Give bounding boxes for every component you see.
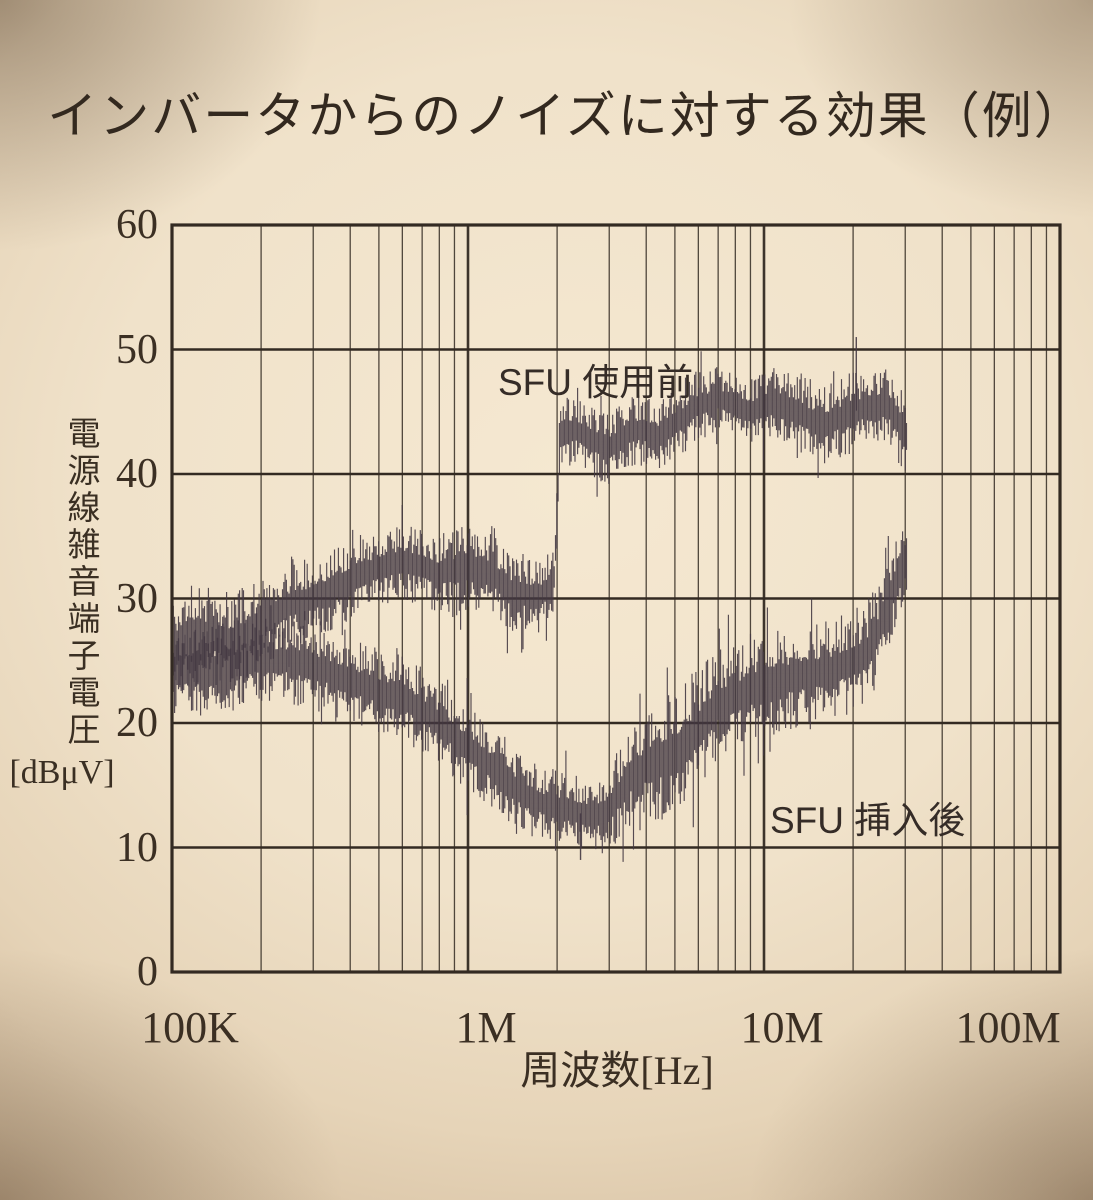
y-tick-50: 50: [116, 326, 158, 373]
y-tick-40: 40: [116, 451, 158, 497]
y-tick-30: 30: [116, 575, 158, 622]
y-tick-60: 60: [116, 202, 158, 248]
y-tick-0: 0: [137, 949, 158, 995]
y-axis-unit: [dBμV]: [9, 754, 115, 791]
x-tick-100M: 100M: [955, 1003, 1061, 1052]
x-tick-100K: 100K: [141, 1003, 239, 1052]
chart-title: インバータからのノイズに対する効果（例）: [47, 88, 1086, 144]
after-sfu-trace-label: SFU 挿入後: [770, 800, 966, 841]
before-sfu-trace-label: SFU 使用前: [498, 362, 694, 403]
x-tick-1M: 1M: [455, 1003, 517, 1052]
x-axis-label: 周波数[Hz]: [520, 1048, 714, 1093]
y-tick-10: 10: [116, 824, 158, 871]
y-tick-20: 20: [116, 700, 158, 746]
y-axis-label: 電源線雑音端子電圧: [62, 416, 98, 749]
x-tick-10M: 10M: [740, 1003, 824, 1052]
